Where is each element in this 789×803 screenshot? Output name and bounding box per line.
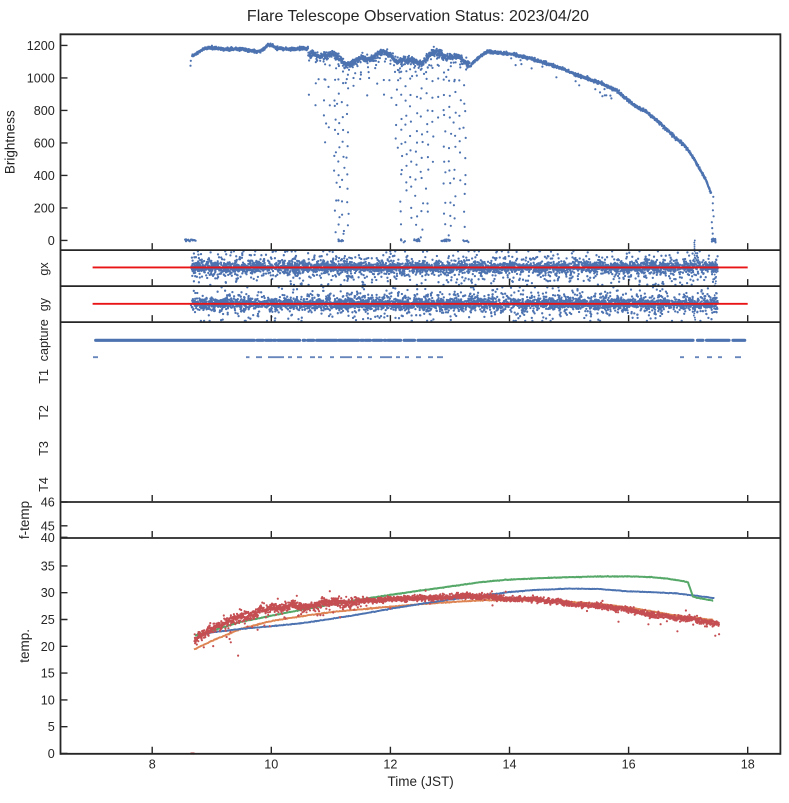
svg-text:0: 0 — [48, 747, 55, 761]
svg-text:T2: T2 — [37, 405, 51, 420]
svg-text:8: 8 — [149, 758, 156, 772]
svg-text:10: 10 — [264, 758, 278, 772]
svg-text:10: 10 — [41, 693, 55, 707]
svg-text:capture: capture — [37, 319, 51, 361]
svg-text:gx: gx — [37, 262, 51, 276]
svg-text:12: 12 — [383, 758, 397, 772]
svg-text:200: 200 — [34, 201, 55, 215]
svg-text:0: 0 — [48, 234, 55, 248]
svg-text:T4: T4 — [37, 477, 51, 492]
svg-text:Time (JST): Time (JST) — [387, 774, 453, 789]
svg-text:400: 400 — [34, 169, 55, 183]
svg-text:16: 16 — [622, 758, 636, 772]
svg-text:1200: 1200 — [27, 39, 55, 53]
svg-text:5: 5 — [48, 720, 55, 734]
svg-text:45: 45 — [41, 519, 55, 533]
svg-text:Brightness: Brightness — [3, 110, 18, 174]
svg-text:Flare Telescope Observation St: Flare Telescope Observation Status: 2023… — [247, 8, 589, 25]
svg-text:30: 30 — [41, 586, 55, 600]
svg-text:800: 800 — [34, 104, 55, 118]
svg-text:f-temp: f-temp — [17, 501, 32, 539]
svg-text:20: 20 — [41, 640, 55, 654]
svg-text:600: 600 — [34, 136, 55, 150]
svg-text:T1: T1 — [37, 369, 51, 384]
svg-text:18: 18 — [741, 758, 755, 772]
svg-text:14: 14 — [502, 758, 516, 772]
svg-text:35: 35 — [41, 559, 55, 573]
svg-text:25: 25 — [41, 613, 55, 627]
svg-text:15: 15 — [41, 667, 55, 681]
svg-text:40: 40 — [41, 531, 55, 545]
svg-text:gy: gy — [37, 297, 51, 311]
svg-text:temp.: temp. — [17, 629, 32, 663]
svg-text:T3: T3 — [37, 441, 51, 456]
svg-text:46: 46 — [41, 496, 55, 510]
svg-text:1000: 1000 — [27, 71, 55, 85]
